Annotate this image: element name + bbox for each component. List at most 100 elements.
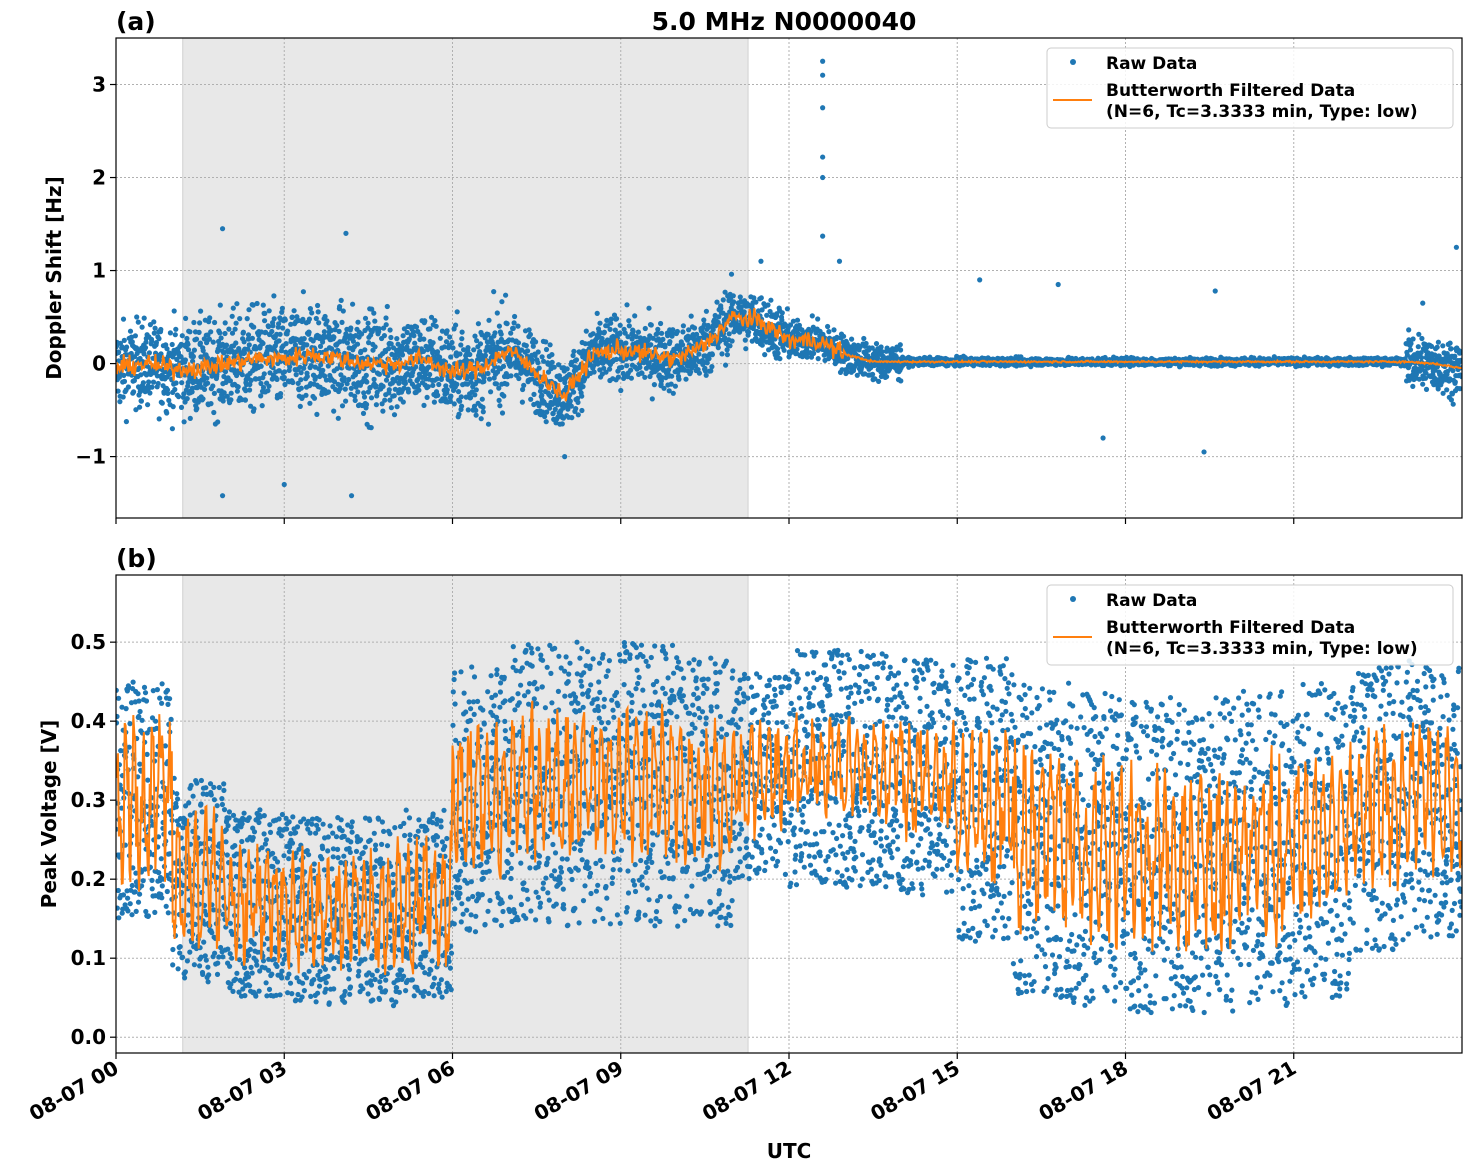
raw-point <box>398 375 404 381</box>
raw-point <box>443 339 450 345</box>
raw-point <box>178 404 185 410</box>
raw-point <box>169 426 175 432</box>
raw-point <box>343 398 349 404</box>
raw-point <box>444 328 450 334</box>
raw-point <box>266 308 272 314</box>
raw-point <box>416 382 422 389</box>
raw-point <box>569 415 575 421</box>
raw-point <box>339 319 345 325</box>
raw-point <box>529 357 535 363</box>
raw-point <box>334 322 340 329</box>
raw-point <box>133 407 139 413</box>
raw-point <box>245 332 252 338</box>
raw-point <box>746 329 752 335</box>
raw-point <box>647 373 653 380</box>
raw-point <box>248 377 254 383</box>
raw-point <box>383 377 390 383</box>
raw-point <box>457 351 463 357</box>
raw-point <box>758 295 764 301</box>
raw-point <box>597 367 603 373</box>
raw-point <box>715 345 721 351</box>
raw-point <box>161 390 167 396</box>
raw-point <box>459 403 465 409</box>
raw-point <box>720 297 726 303</box>
raw-point <box>387 327 393 333</box>
raw-point <box>738 304 745 310</box>
raw-point <box>294 337 300 343</box>
raw-point <box>654 359 660 365</box>
raw-point <box>501 393 507 399</box>
raw-point <box>575 412 581 418</box>
raw-point <box>308 363 314 369</box>
raw-point <box>607 366 613 372</box>
raw-point <box>646 360 652 366</box>
raw-point <box>258 393 264 399</box>
raw-point <box>472 333 478 339</box>
raw-point <box>549 359 555 365</box>
raw-point <box>380 383 386 389</box>
raw-point <box>306 316 312 322</box>
raw-point <box>159 400 165 406</box>
raw-point <box>708 368 714 374</box>
raw-point <box>425 384 431 390</box>
raw-point <box>743 346 749 352</box>
raw-point <box>480 404 486 410</box>
raw-point <box>768 297 774 303</box>
raw-point <box>574 395 581 402</box>
y-tick-label: 0 <box>92 352 106 376</box>
raw-point <box>204 355 210 361</box>
raw-point <box>702 368 709 374</box>
raw-point <box>481 378 487 385</box>
raw-point <box>649 396 655 402</box>
raw-point <box>703 308 710 314</box>
raw-point <box>376 326 382 332</box>
raw-point <box>431 399 437 405</box>
raw-point <box>258 380 264 387</box>
raw-point <box>696 370 703 376</box>
raw-point <box>530 343 536 349</box>
raw-point <box>244 316 250 322</box>
raw-point <box>229 330 236 336</box>
raw-point <box>360 410 367 416</box>
raw-point <box>613 356 619 362</box>
raw-point <box>336 328 342 334</box>
raw-point <box>388 341 394 347</box>
raw-point <box>365 389 371 395</box>
raw-point <box>680 323 687 329</box>
raw-point <box>315 302 321 309</box>
raw-point <box>809 313 815 319</box>
raw-point <box>311 395 318 401</box>
raw-point <box>519 399 526 405</box>
raw-point <box>608 320 614 326</box>
raw-point <box>525 348 531 354</box>
raw-point <box>496 397 502 403</box>
raw-point <box>260 302 266 308</box>
raw-point <box>463 394 469 400</box>
raw-point <box>453 322 459 328</box>
raw-point <box>448 354 454 360</box>
raw-point <box>674 328 681 335</box>
raw-point <box>399 343 405 350</box>
raw-point <box>539 392 545 398</box>
raw-point <box>626 323 632 329</box>
raw-point <box>389 351 395 357</box>
raw-point <box>193 336 200 342</box>
raw-point <box>317 343 324 349</box>
raw-point <box>368 395 375 401</box>
raw-data-series <box>116 58 1462 499</box>
raw-point <box>626 318 632 324</box>
raw-point <box>471 403 478 409</box>
raw-point <box>322 313 328 320</box>
raw-point <box>511 313 518 320</box>
raw-point <box>391 412 398 418</box>
raw-point <box>394 336 400 342</box>
raw-point <box>132 333 138 339</box>
raw-point <box>729 338 735 344</box>
raw-point <box>381 333 387 339</box>
raw-point <box>399 352 406 358</box>
raw-point <box>120 316 127 322</box>
raw-point <box>839 367 845 373</box>
raw-point <box>464 374 470 380</box>
raw-point <box>251 324 257 330</box>
raw-point <box>382 397 388 403</box>
